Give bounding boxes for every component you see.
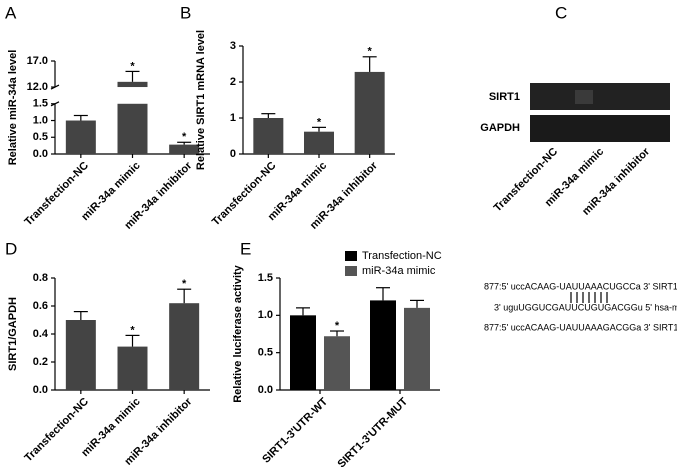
y-tick-label: 0.2 — [33, 356, 48, 368]
panel-letter: B — [180, 3, 191, 22]
y-axis-label: Relative luciferase activity — [232, 264, 244, 402]
significance-mark: * — [368, 46, 373, 58]
y-tick-label: 1.5 — [33, 98, 48, 110]
sequence: 877:5' uccACAAG-UAUUAAACUGCCa 3' SIRT1-W… — [484, 281, 677, 291]
significance-mark: * — [182, 131, 187, 143]
significance-mark: * — [317, 116, 322, 128]
bar — [65, 320, 96, 390]
blot-band — [575, 90, 593, 104]
pairing-lines — [570, 292, 608, 303]
x-tick-label: SIRT1-3'UTR-MUT — [335, 395, 410, 470]
significance-mark: * — [130, 60, 135, 72]
y-axis-label: Relative SIRT1 mRNA level — [195, 30, 207, 170]
significance-mark: * — [130, 324, 135, 336]
y-tick-label: 1.5 — [258, 272, 273, 284]
bar — [370, 300, 396, 390]
blot-row-label: SIRT1 — [489, 91, 520, 103]
significance-mark: * — [335, 320, 340, 332]
blot-row-label: GAPDH — [480, 122, 520, 134]
x-tick-label: SIRT1-3'UTR-WT — [260, 396, 330, 466]
bar — [253, 118, 284, 154]
y-tick-label: 1 — [230, 112, 236, 124]
y-tick-label: 1.0 — [258, 309, 273, 321]
panel-letter: C — [555, 3, 567, 22]
legend-swatch — [345, 251, 357, 261]
bar — [65, 120, 96, 154]
y-tick-label: 0.6 — [33, 300, 48, 312]
y-tick-label: 17.0 — [27, 55, 48, 67]
y-tick-label: 0.0 — [258, 384, 273, 396]
bar — [117, 346, 148, 390]
y-axis-label: Relative miR-34a level — [7, 50, 19, 166]
y-tick-label: 0.5 — [33, 131, 48, 143]
sequence: 877:5' uccACAAG-UAUUAAAGACGGa 3' SIRT1-M… — [484, 322, 677, 332]
legend-label: miR-34a mimic — [362, 265, 436, 277]
blot-band — [530, 115, 670, 142]
x-tick-label: Transfection-NC — [22, 160, 91, 229]
bar — [117, 103, 148, 154]
y-axis-label: SIRT1/GAPDH — [7, 297, 19, 371]
y-tick-label: 2 — [230, 76, 236, 88]
bar — [169, 303, 200, 390]
sequence: 3' uguUGGUCGAUUCUGUGACGGu 5' hsa-miR-34a — [494, 302, 677, 312]
bar — [354, 71, 385, 154]
bar — [169, 144, 200, 154]
y-tick-label: 3 — [230, 40, 236, 52]
y-tick-label: 0.5 — [258, 347, 273, 359]
x-tick-label: Transfection-NC — [22, 396, 91, 465]
blot-band — [530, 83, 670, 110]
y-tick-label: 1.0 — [33, 114, 48, 126]
bar — [324, 336, 350, 390]
y-tick-label: 0.0 — [33, 148, 48, 160]
bar — [290, 315, 316, 390]
y-tick-label: 0.4 — [33, 328, 49, 340]
legend-label: Transfection-NC — [362, 250, 442, 262]
panel-letter: A — [5, 3, 17, 22]
panel-letter: D — [5, 239, 17, 258]
bar — [404, 307, 430, 390]
y-tick-label: 12.0 — [27, 81, 48, 93]
y-tick-label: 0 — [230, 148, 236, 160]
y-tick-label: 0.0 — [33, 384, 48, 396]
bar — [304, 131, 334, 154]
legend-swatch — [345, 266, 357, 276]
y-tick-label: 0.8 — [33, 272, 48, 284]
bar — [117, 81, 148, 88]
significance-mark: * — [182, 278, 187, 290]
panel-letter: E — [240, 239, 251, 258]
